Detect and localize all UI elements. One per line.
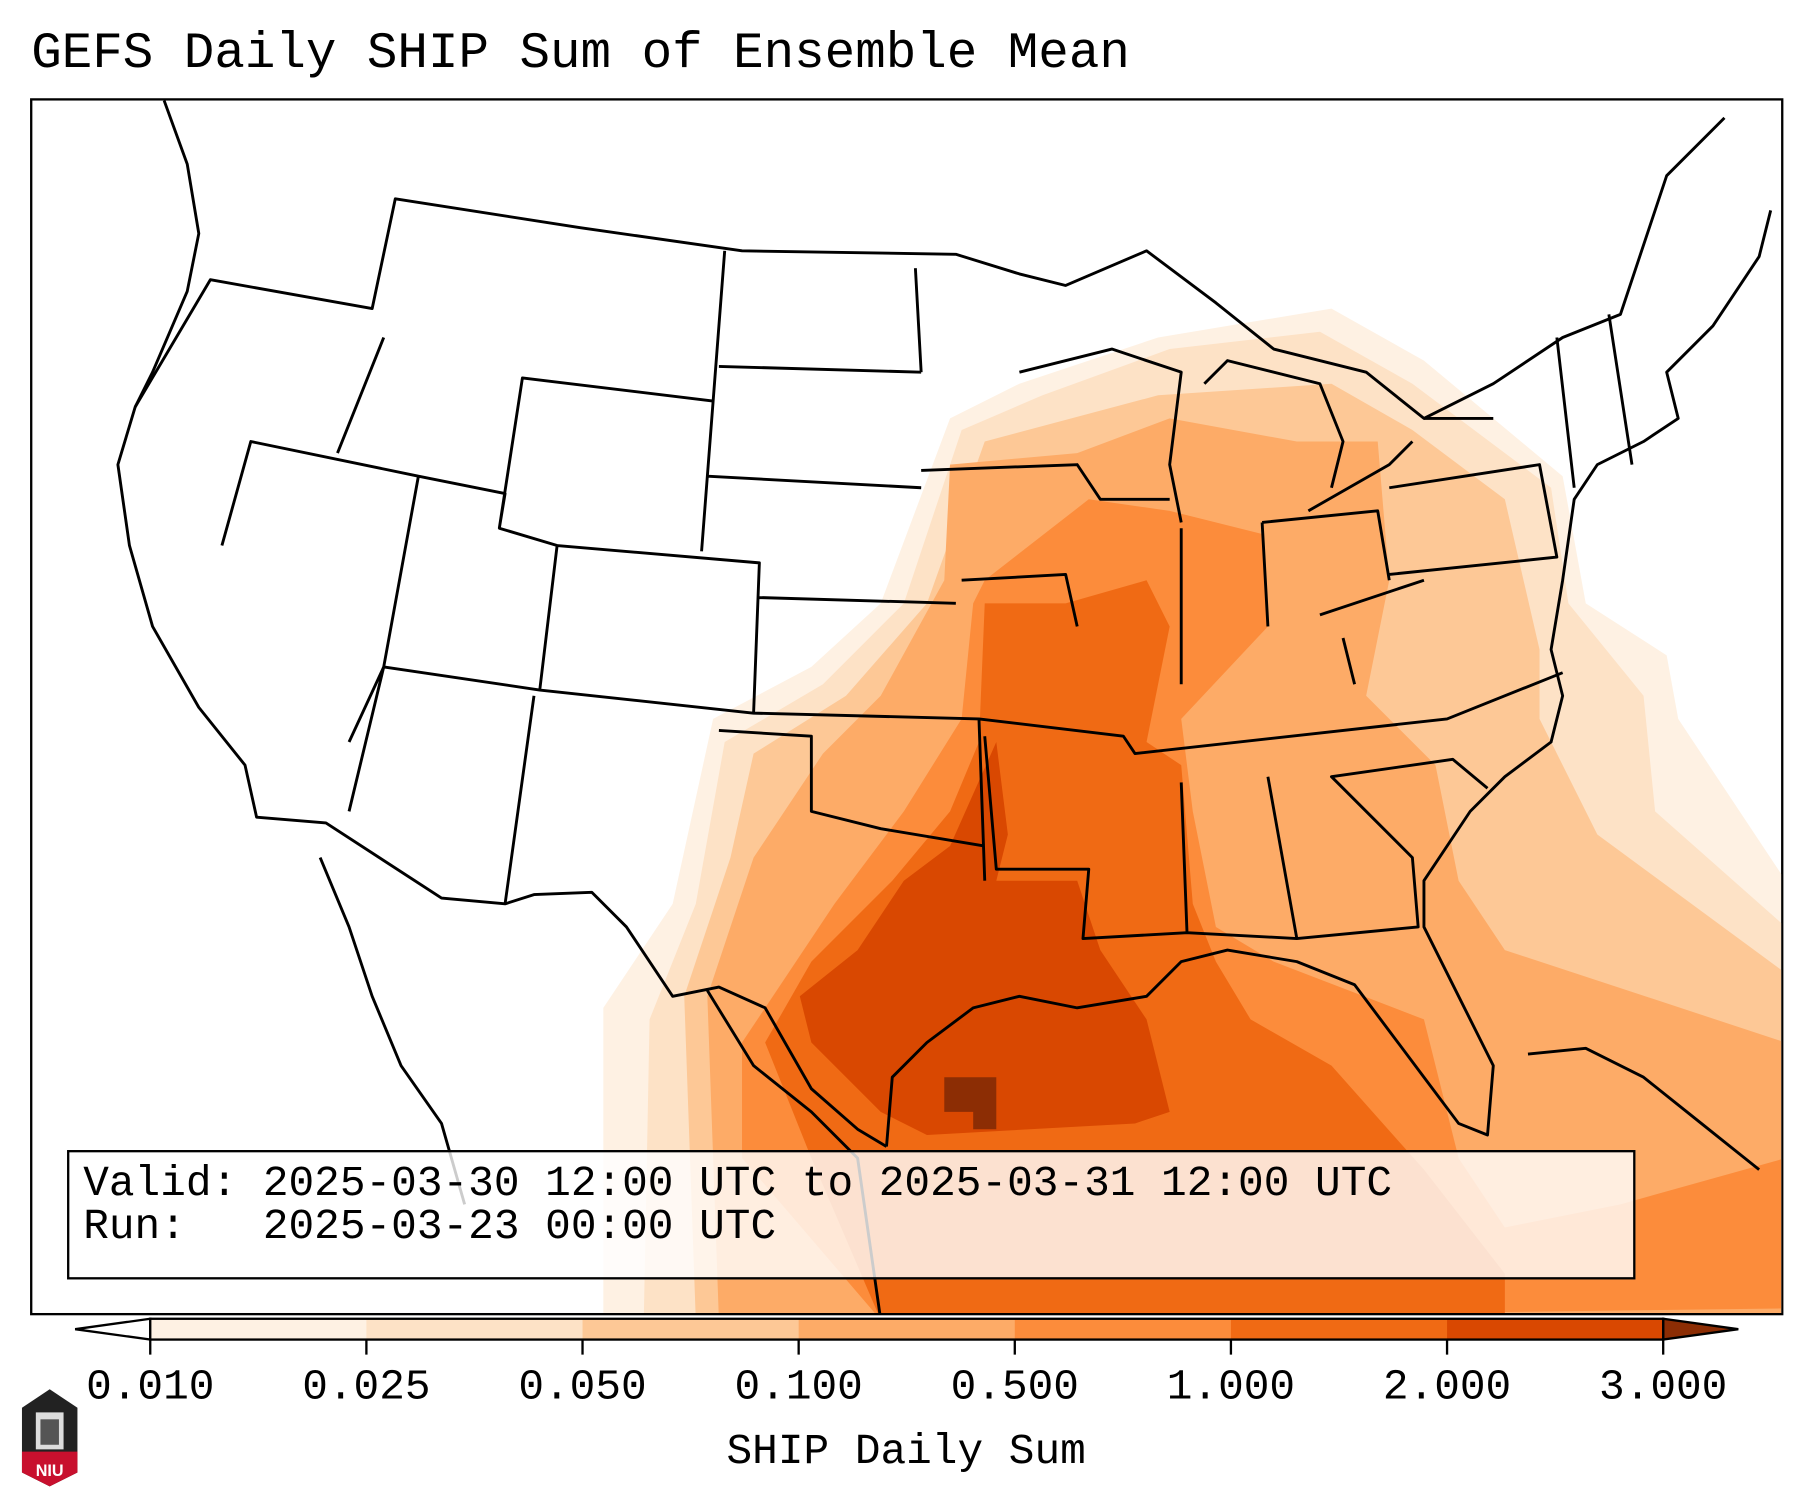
map-panel (30, 98, 1784, 1316)
colorbar-over-extension (1662, 1317, 1739, 1341)
colorbar-segment (798, 1318, 1016, 1340)
colorbar-label: SHIP Daily Sum (726, 1428, 1086, 1478)
colorbar-segment (1014, 1318, 1232, 1340)
colorbar-ticks (149, 1339, 1665, 1355)
valid-time-text: Valid: 2025-03-30 12:00 UTC to 2025-03-3… (83, 1160, 1393, 1209)
us-gulf-coast (885, 210, 1773, 1147)
colorbar-tick-label: 0.100 (734, 1363, 863, 1413)
cuba (1527, 1046, 1761, 1171)
colorbar-segments (150, 1318, 1664, 1340)
colorbar-tick-label: 0.050 (518, 1363, 647, 1413)
colorbar-tick-label: 1.000 (1166, 1363, 1296, 1413)
colorbar-segment (366, 1318, 584, 1340)
great-lakes (1019, 347, 1494, 523)
shade-2.000 (799, 742, 1170, 1135)
colorbar-under-extension (74, 1317, 152, 1341)
colorbar-segment (1230, 1318, 1448, 1340)
shade-3.000 (944, 1077, 997, 1130)
map-svg (116, 100, 1782, 1313)
colorbar-tick-label: 0.025 (302, 1363, 431, 1413)
ship-shading (603, 308, 1782, 1313)
boundaries (116, 100, 1773, 1313)
colorbar-tick-label: 0.010 (86, 1363, 215, 1413)
colorbar-outline (149, 1317, 1665, 1341)
colorbar-segment (150, 1318, 367, 1340)
us-coastline-west (116, 100, 888, 1148)
svg-text:NIU: NIU (36, 1462, 64, 1480)
colorbar-tick-label: 2.000 (1382, 1363, 1512, 1413)
colorbar-tick-label: 0.500 (950, 1363, 1079, 1413)
canada-border (133, 116, 1726, 420)
state-lines (220, 250, 1634, 940)
colorbar-tick-label: 3.000 (1599, 1363, 1728, 1413)
niu-logo: NIU (21, 1389, 78, 1487)
chart-title: GEFS Daily SHIP Sum of Ensemble Mean (31, 25, 1130, 84)
validity-info-box: Valid: 2025-03-30 12:00 UTC to 2025-03-3… (67, 1150, 1636, 1280)
colorbar-segment (582, 1318, 800, 1340)
colorbar (74, 1317, 1739, 1355)
colorbar-segment (1447, 1318, 1664, 1340)
run-time-text: Run: 2025-03-23 00:00 UTC (83, 1203, 777, 1252)
